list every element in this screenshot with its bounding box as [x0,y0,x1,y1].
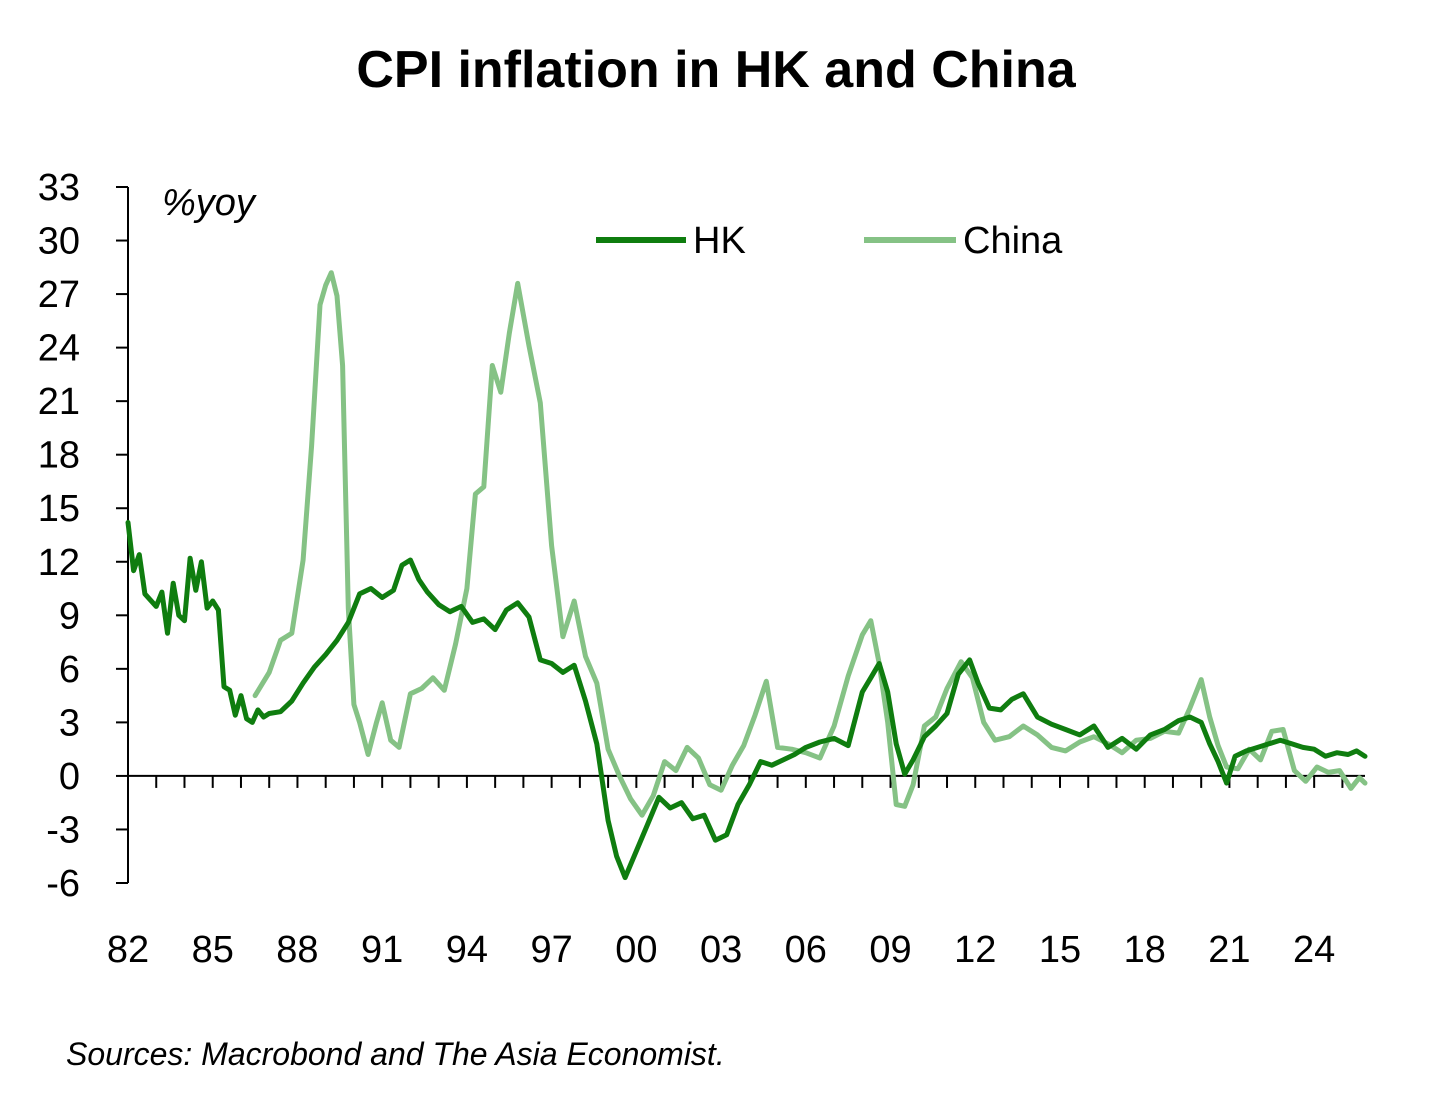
x-tick-label: 82 [107,929,149,971]
legend-label-hk: HK [693,220,746,262]
source-note: Sources: Macrobond and The Asia Economis… [66,1036,725,1072]
x-tick-label: 12 [954,929,996,971]
x-tick-label: 24 [1293,929,1335,971]
y-tick-label: 30 [38,221,80,263]
y-tick-label: 21 [38,381,80,423]
y-tick-label: -3 [46,809,80,851]
x-tick-label: 15 [1039,929,1081,971]
y-tick-label: 9 [59,595,80,637]
y-tick-label: 0 [59,756,80,798]
x-tick-label: 00 [615,929,657,971]
chart-title: CPI inflation in HK and China [356,41,1076,99]
y-tick-label: 6 [59,649,80,691]
y-tick-label: 12 [38,542,80,584]
y-tick-label: 3 [59,702,80,744]
y-tick-label: 15 [38,488,80,530]
x-tick-label: 18 [1124,929,1166,971]
x-tick-label: 88 [276,929,318,971]
series-line-hk [125,520,1368,881]
y-tick-label: 24 [38,328,80,370]
series-lines [125,270,1368,881]
legend-label-china: China [963,220,1063,262]
y-tick-label: 33 [38,167,80,209]
y-tick-label: 18 [38,435,80,477]
x-tick-label: 94 [446,929,488,971]
x-tick-label: 97 [530,929,572,971]
series-line-china [252,270,1368,818]
x-tick-label: 06 [785,929,827,971]
x-tick-label: 09 [869,929,911,971]
x-tick-label: 91 [361,929,403,971]
unit-label: %yoy [162,182,257,224]
y-tick-label: -6 [46,863,80,905]
x-tick-label: 85 [192,929,234,971]
y-tick-label: 27 [38,274,80,316]
x-tick-label: 03 [700,929,742,971]
legend: HK China [596,220,1063,262]
x-tick-label: 21 [1208,929,1250,971]
